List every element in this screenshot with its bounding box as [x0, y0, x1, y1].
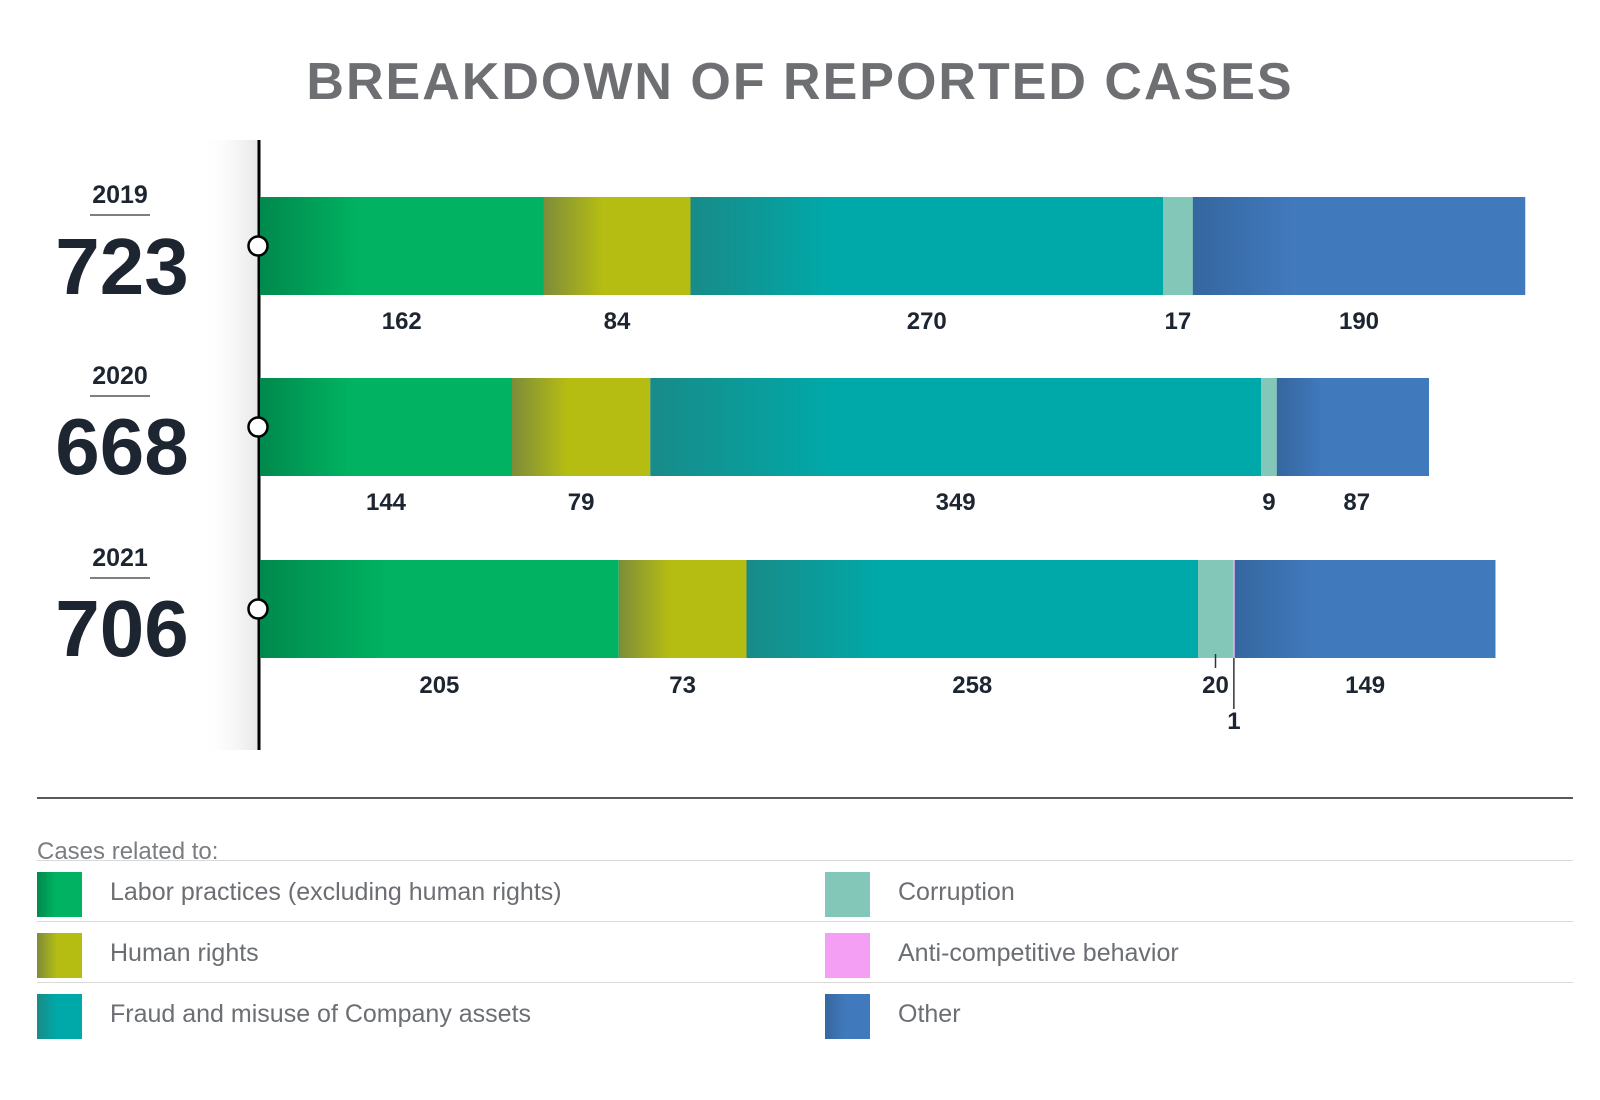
timeline-dot	[247, 235, 269, 257]
value-label-labor-practices: 144	[366, 489, 407, 516]
value-label-other: 149	[1345, 672, 1385, 699]
value-label-human-rights: 73	[669, 672, 696, 699]
bar-segment-corruption	[1163, 197, 1193, 295]
legend-separator	[37, 982, 1573, 983]
bar-segment-corruption	[1261, 378, 1277, 476]
legend-swatch-labor-practices	[37, 872, 82, 917]
value-label-corruption: 20	[1202, 672, 1229, 699]
legend-label: Other	[898, 1000, 961, 1028]
bar-segment-anti-competitive	[1233, 560, 1235, 658]
legend-top-rule	[37, 797, 1573, 799]
value-label-labor-practices: 162	[382, 308, 422, 335]
legend-item-human-rights: Human rights	[37, 929, 797, 979]
legend-item-corruption: Corruption	[825, 868, 1585, 918]
legend-item-other: Other	[825, 990, 1585, 1040]
value-label-other: 87	[1343, 489, 1370, 516]
bar-segment-corruption	[1198, 560, 1233, 658]
value-label-human-rights: 84	[604, 308, 631, 335]
chart-marks: 2019 723 162 84 270 17 190 2020 668 144 79 349 9 87 20…	[55, 181, 1526, 735]
legend-swatch-human-rights	[37, 933, 82, 978]
total-label: 668	[55, 402, 188, 491]
legend-label: Labor practices (excluding human rights)	[110, 878, 562, 906]
value-label-fraud: 258	[952, 672, 992, 699]
legend-label: Fraud and misuse of Company assets	[110, 1000, 532, 1028]
legend-swatch-fraud	[37, 994, 82, 1039]
timeline-dot	[247, 598, 269, 620]
bar-segment-human-rights	[512, 378, 651, 476]
value-label-anti-competitive: 1	[1227, 708, 1240, 735]
bar-segment-labor-practices	[260, 560, 619, 658]
value-label-fraud: 270	[907, 308, 947, 335]
legend-swatch-other	[825, 994, 870, 1039]
bar-segment-fraud	[690, 197, 1163, 295]
value-label-corruption: 17	[1165, 308, 1192, 335]
bar-segment-other	[1276, 378, 1429, 476]
total-label: 723	[55, 222, 188, 311]
year-label: 2020	[92, 362, 148, 390]
chart-title: BREAKDOWN OF REPORTED CASES	[306, 53, 1294, 111]
bar-segment-other	[1192, 197, 1526, 295]
bar-segment-human-rights	[618, 560, 747, 658]
bar-segment-fraud	[746, 560, 1198, 658]
legend-item-anti-competitive: Anti-competitive behavior	[825, 929, 1585, 979]
year-label: 2019	[92, 181, 148, 209]
bar-segment-labor-practices	[260, 378, 512, 476]
bar-segment-other	[1234, 560, 1496, 658]
legend-separator	[37, 921, 1573, 922]
value-label-labor-practices: 205	[419, 672, 459, 699]
legend-item-labor-practices: Labor practices (excluding human rights)	[37, 868, 797, 918]
bar-segment-fraud	[650, 378, 1261, 476]
legend-item-fraud: Fraud and misuse of Company assets	[37, 990, 797, 1040]
value-label-other: 190	[1339, 308, 1379, 335]
legend-swatch-anti-competitive	[825, 933, 870, 978]
year-label: 2021	[92, 544, 148, 572]
value-label-human-rights: 79	[568, 489, 595, 516]
legend-label: Corruption	[898, 878, 1015, 906]
stacked-bar-chart: 2019 723 162 84 270 17 190 2020 668 144 79 349 9 87 20…	[55, 140, 1526, 750]
legend-separator	[37, 860, 1573, 861]
total-label: 706	[55, 584, 188, 673]
value-label-corruption: 9	[1262, 489, 1275, 516]
bar-segment-labor-practices	[260, 197, 544, 295]
bar-segment-human-rights	[543, 197, 691, 295]
value-label-fraud: 349	[936, 489, 976, 516]
timeline-dot	[247, 416, 269, 438]
legend-heading: Cases related to:	[37, 838, 219, 865]
timeline-shadow	[200, 140, 259, 750]
legend-swatch-corruption	[825, 872, 870, 917]
legend-label: Human rights	[110, 939, 259, 967]
legend-label: Anti-competitive behavior	[898, 939, 1179, 967]
